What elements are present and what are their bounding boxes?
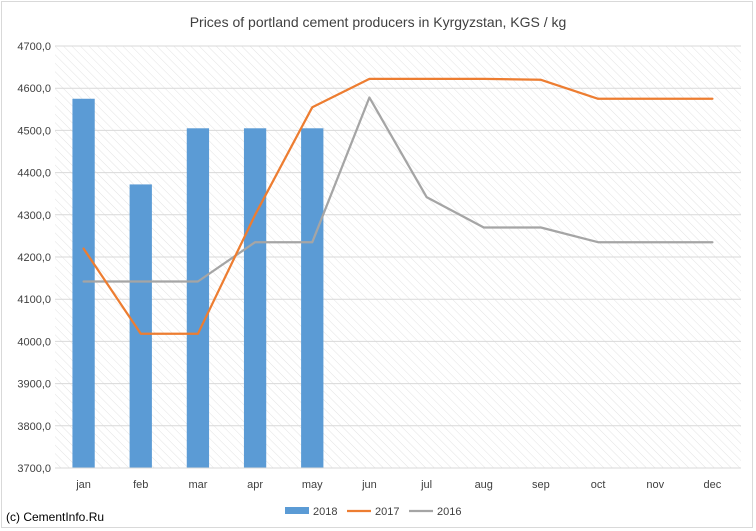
y-tick-label: 4500,0 [17, 125, 51, 137]
x-tick-label: apr [247, 479, 263, 491]
x-tick-label: sep [532, 479, 550, 491]
line-2017 [82, 77, 714, 335]
y-tick-label: 3900,0 [17, 379, 51, 391]
chart-title: Prices of portland cement producers in K… [190, 14, 567, 30]
x-tick-label: mar [188, 479, 207, 491]
x-tick-label: jun [361, 479, 377, 491]
y-tick-label: 4200,0 [17, 252, 51, 264]
legend-item-2016: 2016 [409, 506, 461, 518]
legend-label: 2018 [313, 506, 337, 518]
gridlines [55, 45, 741, 469]
legend-swatch [285, 507, 309, 514]
line-series [82, 77, 714, 335]
x-tick-label: dec [704, 479, 722, 491]
y-tick-label: 3800,0 [17, 421, 51, 433]
y-axis-ticks: 3700,0 3800,0 3900,0 4000,0 4100,0 4200,0 4300… [17, 41, 51, 475]
x-axis-ticks: jan feb mar apr may jun jul aug sep oct nov dec [75, 479, 722, 491]
x-tick-label: jan [75, 479, 91, 491]
x-tick-label: nov [646, 479, 664, 491]
legend: 2018 2017 2016 [285, 506, 461, 518]
legend-label: 2016 [437, 506, 461, 518]
legend-label: 2017 [375, 506, 399, 518]
x-tick-label: feb [133, 479, 148, 491]
y-tick-label: 3700,0 [17, 463, 51, 475]
x-tick-label: may [302, 479, 323, 491]
x-tick-label: jul [420, 479, 432, 491]
y-tick-label: 4100,0 [17, 294, 51, 306]
y-tick-label: 4600,0 [17, 83, 51, 95]
y-tick-label: 4000,0 [17, 336, 51, 348]
bar-2018-jan [72, 98, 95, 468]
y-tick-label: 4400,0 [17, 168, 51, 180]
y-tick-label: 4300,0 [17, 210, 51, 222]
bar-2018-may [301, 128, 324, 469]
bar-2018-apr [243, 128, 267, 469]
bar-2018-feb [129, 184, 152, 468]
y-tick-label: 4700,0 [17, 41, 51, 53]
line-2016 [82, 96, 714, 283]
legend-item-2017: 2017 [347, 506, 399, 518]
bar-2018-mar [186, 128, 210, 469]
series-2018-bars [72, 98, 324, 469]
legend-item-2018: 2018 [285, 506, 337, 518]
credit-text: (c) CementInfo.Ru [6, 510, 105, 524]
x-tick-label: oct [591, 479, 606, 491]
x-tick-label: aug [475, 479, 493, 491]
